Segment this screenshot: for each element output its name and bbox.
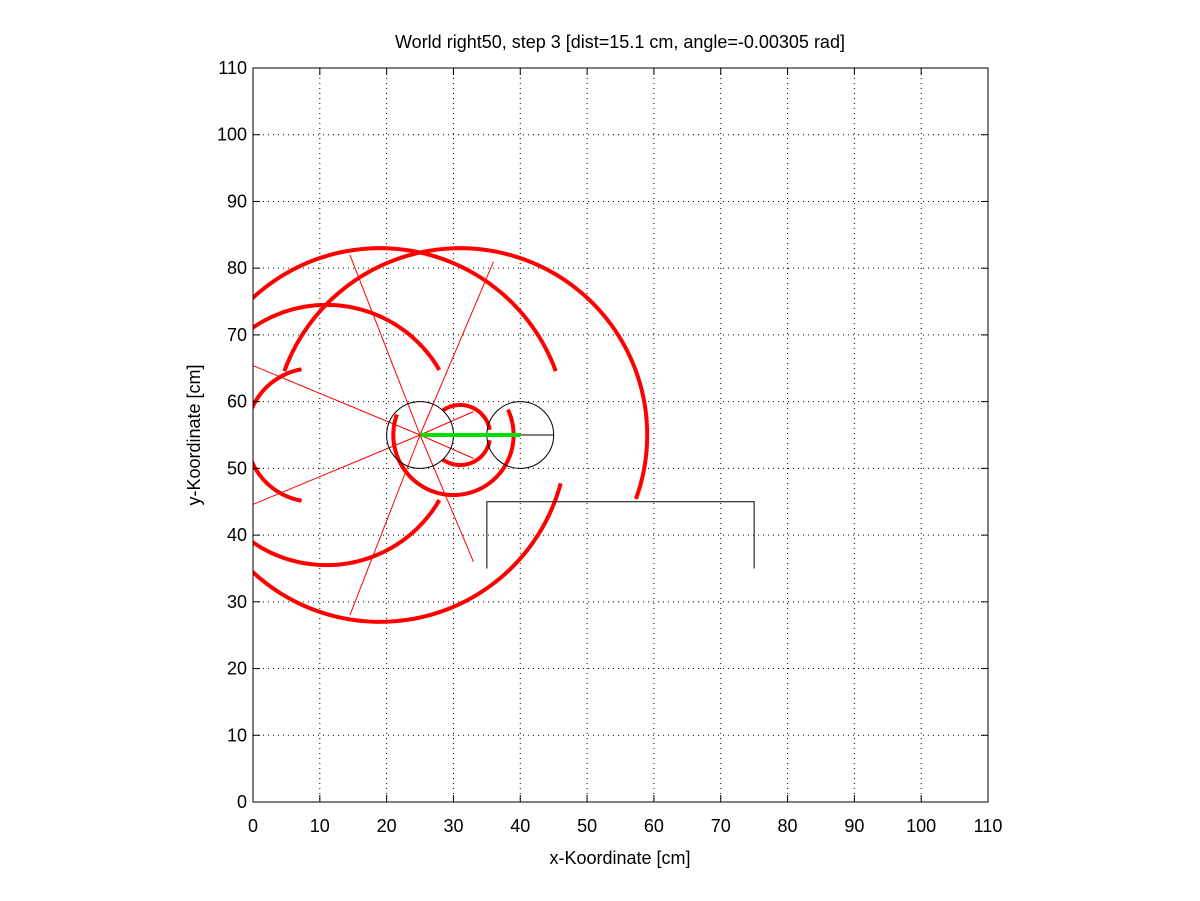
x-axis-label: x-Koordinate [cm] <box>549 848 690 868</box>
x-tick-label: 10 <box>310 816 330 836</box>
plot-content <box>253 246 755 624</box>
wall-outline <box>486 501 755 569</box>
sensor-ray <box>419 434 474 459</box>
x-tick-label: 30 <box>443 816 463 836</box>
x-tick-label: 0 <box>248 816 258 836</box>
x-tick-label: 60 <box>644 816 664 836</box>
x-tick-label: 70 <box>711 816 731 836</box>
y-tick-label: 50 <box>227 458 247 478</box>
sensor-arc <box>391 408 516 498</box>
chart-title: World right50, step 3 [dist=15.1 cm, ang… <box>395 32 845 52</box>
y-tick-label: 10 <box>227 725 247 745</box>
sensor-ray <box>419 411 474 436</box>
x-tick-label: 110 <box>974 816 1003 836</box>
y-tick-label: 70 <box>227 325 247 345</box>
sensor-arc <box>441 402 492 431</box>
sensor-arc <box>253 482 563 624</box>
x-tick-label: 40 <box>510 816 530 836</box>
y-tick-label: 80 <box>227 258 247 278</box>
plot-marks <box>253 246 755 624</box>
axis-ticks: 0 10 20 30 40 50 60 70 80 90 100 110 0 10 20 30 40 50 60 70… <box>217 58 1002 836</box>
y-tick-label: 60 <box>227 392 247 412</box>
sensor-ray <box>419 261 495 436</box>
sensor-arc <box>253 246 558 372</box>
sensor-arc <box>253 302 442 371</box>
x-tick-label: 100 <box>906 816 936 836</box>
sensor-arc <box>282 246 650 500</box>
y-axis-label: y-Koordinate [cm] <box>184 364 204 505</box>
y-tick-label: 90 <box>227 191 247 211</box>
x-tick-label: 80 <box>778 816 798 836</box>
sensor-arc <box>253 367 302 503</box>
y-tick-label: 40 <box>227 525 247 545</box>
x-tick-label: 90 <box>844 816 864 836</box>
y-tick-label: 0 <box>237 792 247 812</box>
x-tick-label: 20 <box>377 816 397 836</box>
sensor-arc <box>253 499 442 568</box>
y-tick-label: 30 <box>227 592 247 612</box>
x-tick-label: 50 <box>577 816 597 836</box>
y-tick-label: 110 <box>218 58 247 78</box>
y-tick-label: 20 <box>227 659 247 679</box>
sensor-ray <box>419 434 474 562</box>
plot-frame <box>252 67 989 803</box>
sensor-arc <box>441 439 492 468</box>
plot-area <box>253 68 988 802</box>
sensor-ray <box>349 434 421 616</box>
sensor-ray <box>349 254 421 436</box>
y-tick-label: 100 <box>217 125 247 145</box>
